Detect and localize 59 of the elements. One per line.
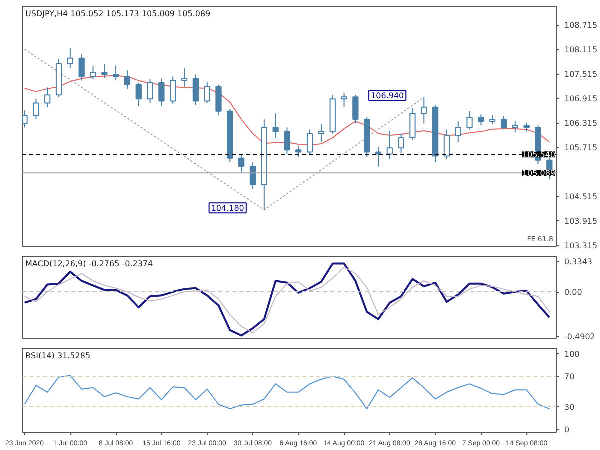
candlestick bbox=[306, 129, 314, 156]
annotation: 106.940 bbox=[371, 92, 404, 101]
candlestick bbox=[181, 68, 188, 88]
candlestick bbox=[170, 76, 176, 105]
candlestick bbox=[341, 92, 348, 108]
candlestick bbox=[44, 87, 51, 108]
y-tick-label: 70 bbox=[564, 372, 575, 382]
y-tick-label: 106.915 bbox=[564, 94, 598, 104]
candlestick bbox=[33, 98, 40, 120]
candlestick bbox=[352, 94, 359, 124]
ref-line-label: 105.540 bbox=[522, 150, 556, 160]
y-tick-label: 103.315 bbox=[564, 241, 598, 250]
y-tick-label: 107.515 bbox=[564, 70, 598, 80]
y-tick-label: 103.915 bbox=[564, 216, 598, 226]
y-tick-label: 0.3343 bbox=[564, 258, 592, 267]
y-tick-label: 106.315 bbox=[564, 119, 598, 128]
candlestick bbox=[112, 65, 120, 81]
y-tick-label: 108.115 bbox=[564, 46, 598, 55]
candlestick bbox=[90, 66, 96, 80]
y-tick-label: 0 bbox=[564, 425, 570, 434]
candlestick bbox=[250, 162, 256, 190]
candlestick bbox=[318, 124, 325, 143]
candlestick bbox=[284, 127, 290, 155]
candlestick bbox=[124, 70, 131, 90]
candlestick bbox=[192, 74, 200, 106]
candlestick bbox=[398, 133, 404, 154]
candlestick bbox=[67, 48, 74, 70]
candlestick bbox=[500, 116, 508, 130]
chart-title: USDJPY,H4 105.052 105.173 105.009 105.089 bbox=[26, 10, 211, 18]
candlestick bbox=[421, 97, 428, 124]
y-tick-label: 105.715 bbox=[564, 144, 598, 153]
chart-title: MACD(12,26,9) -0.2765 -0.2374 bbox=[26, 260, 154, 268]
candlestick bbox=[147, 79, 154, 104]
y-tick-label: 100 bbox=[564, 350, 580, 359]
y-tick-label: 0.00 bbox=[564, 288, 582, 298]
ref-line-label: 105.089 bbox=[522, 169, 556, 178]
candlestick bbox=[238, 154, 245, 174]
y-tick-label: -0.4902 bbox=[564, 332, 596, 342]
candlestick bbox=[204, 82, 210, 104]
candlestick bbox=[455, 121, 462, 143]
y-tick-label: 108.715 bbox=[564, 21, 598, 30]
candlestick bbox=[296, 146, 302, 158]
candlestick bbox=[466, 110, 473, 130]
y-tick-label: 30 bbox=[564, 402, 575, 412]
candlestick bbox=[444, 129, 450, 160]
chart-title: RSI(14) 31.5285 bbox=[26, 352, 91, 360]
candlestick bbox=[78, 54, 85, 82]
annotation: 104.180 bbox=[211, 204, 244, 214]
candlestick bbox=[512, 121, 518, 134]
candlestick bbox=[386, 130, 393, 160]
candlestick bbox=[22, 110, 28, 128]
y-tick-label: 104.515 bbox=[564, 192, 598, 202]
candlestick bbox=[272, 112, 279, 138]
line-series bbox=[24, 375, 550, 410]
candlestick bbox=[478, 114, 484, 126]
candlestick bbox=[375, 146, 382, 168]
candlestick bbox=[102, 64, 108, 78]
candlestick bbox=[136, 82, 142, 107]
candlestick bbox=[158, 78, 165, 107]
